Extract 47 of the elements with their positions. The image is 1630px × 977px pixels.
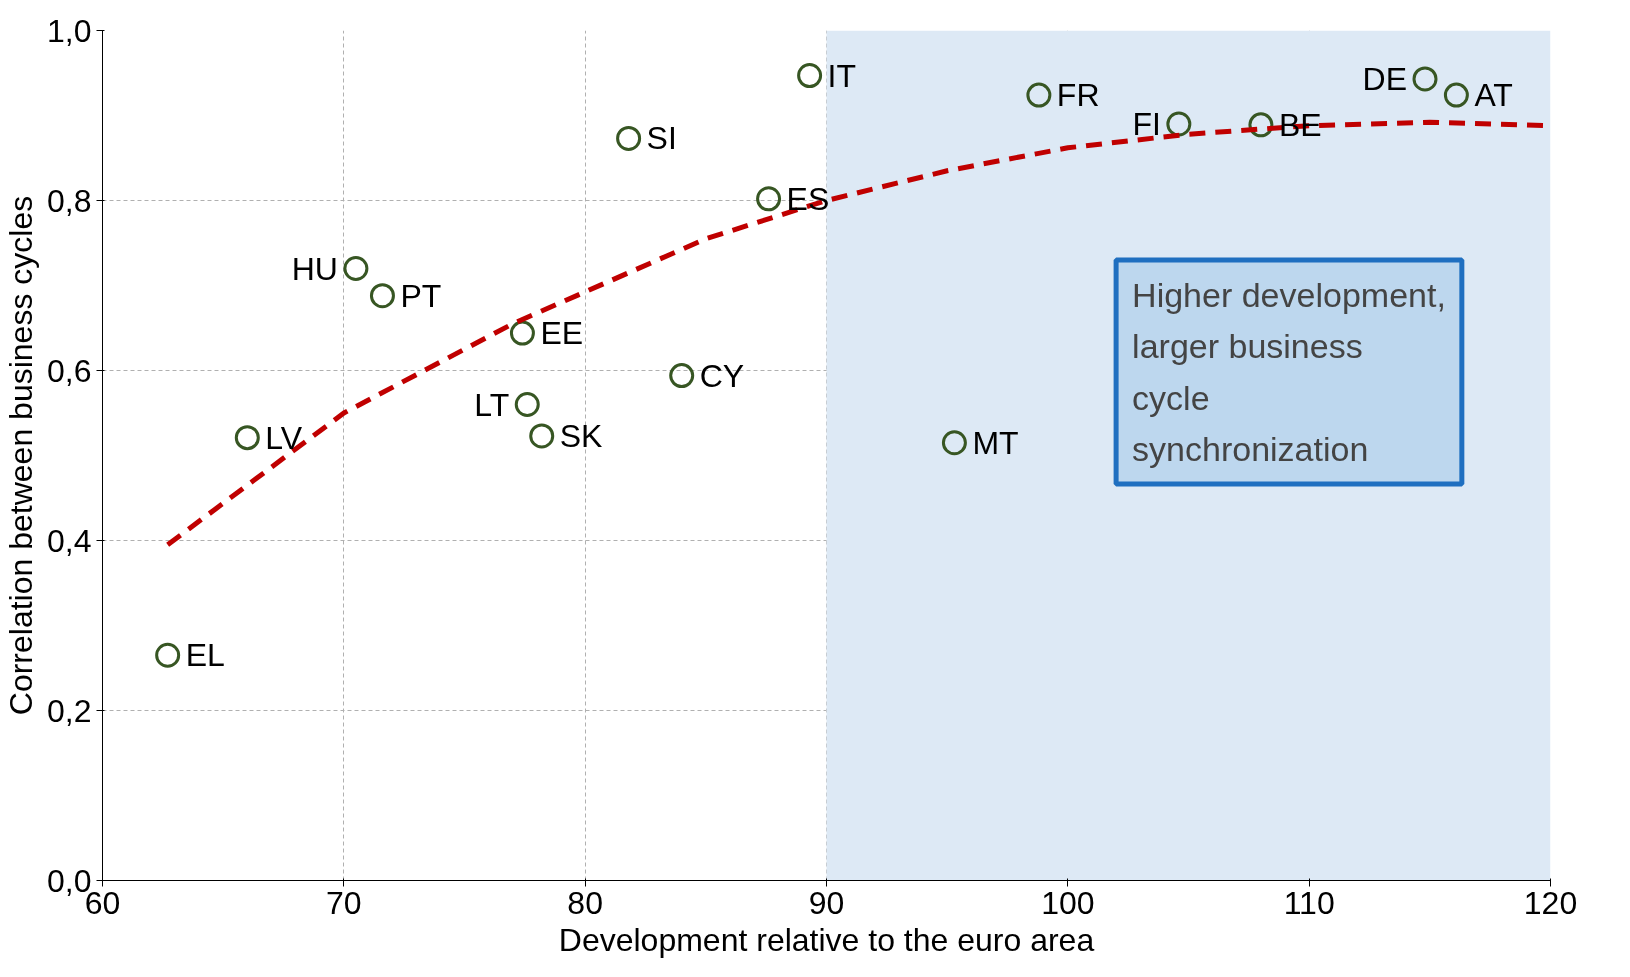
- x-axis-title: Development relative to the euro area: [558, 921, 1095, 958]
- data-label: SK: [559, 417, 603, 454]
- point: [529, 423, 555, 449]
- data-label: EE: [540, 315, 584, 352]
- y-axis-title: Correlation between business cycles: [3, 195, 40, 716]
- data-label: DE: [1362, 60, 1408, 97]
- x-tick-label: 120: [1523, 884, 1578, 921]
- x-tick-label: 80: [567, 884, 603, 921]
- point: [234, 425, 260, 451]
- point: [797, 63, 823, 89]
- data-label: FI: [1132, 106, 1161, 142]
- point: [369, 283, 395, 309]
- point: [756, 186, 782, 212]
- point: [616, 125, 642, 151]
- point: [1443, 82, 1469, 108]
- data-label: EL: [185, 637, 225, 674]
- data-label: BE: [1278, 106, 1322, 143]
- x-tick-label: 110: [1283, 884, 1335, 921]
- y-tick-label: 0,2: [47, 692, 92, 729]
- data-label: AT: [1474, 77, 1513, 114]
- point: [941, 430, 967, 456]
- data-label: PT: [400, 277, 442, 314]
- point: [1412, 66, 1438, 92]
- y-tick-label: 1,0: [47, 12, 92, 49]
- data-label: IT: [827, 57, 857, 94]
- point: [514, 392, 540, 417]
- point: [155, 642, 181, 668]
- x-tick-label: 100: [1041, 884, 1095, 921]
- data-label: MT: [972, 424, 1019, 461]
- x-tick-label: 90: [808, 884, 845, 921]
- data-label: ES: [786, 180, 830, 217]
- data-label: CY: [699, 357, 745, 394]
- y-tick-label: 0,8: [47, 182, 92, 219]
- x-tick-label: 70: [326, 884, 362, 921]
- data-label: FR: [1056, 77, 1100, 114]
- data-label: SI: [646, 120, 677, 157]
- point: [343, 256, 369, 281]
- point: [1026, 82, 1052, 108]
- point: [669, 363, 695, 389]
- y-tick-label: 0,4: [47, 522, 92, 559]
- y-tick-label: 0,6: [47, 352, 92, 389]
- data-label: LV: [265, 419, 303, 456]
- point: [1166, 111, 1192, 137]
- annotation: Higher development, larger business cycle synchronization: [1132, 276, 1446, 468]
- data-label: LT: [474, 386, 510, 423]
- point: [509, 320, 535, 346]
- data-label: HU: [291, 250, 338, 287]
